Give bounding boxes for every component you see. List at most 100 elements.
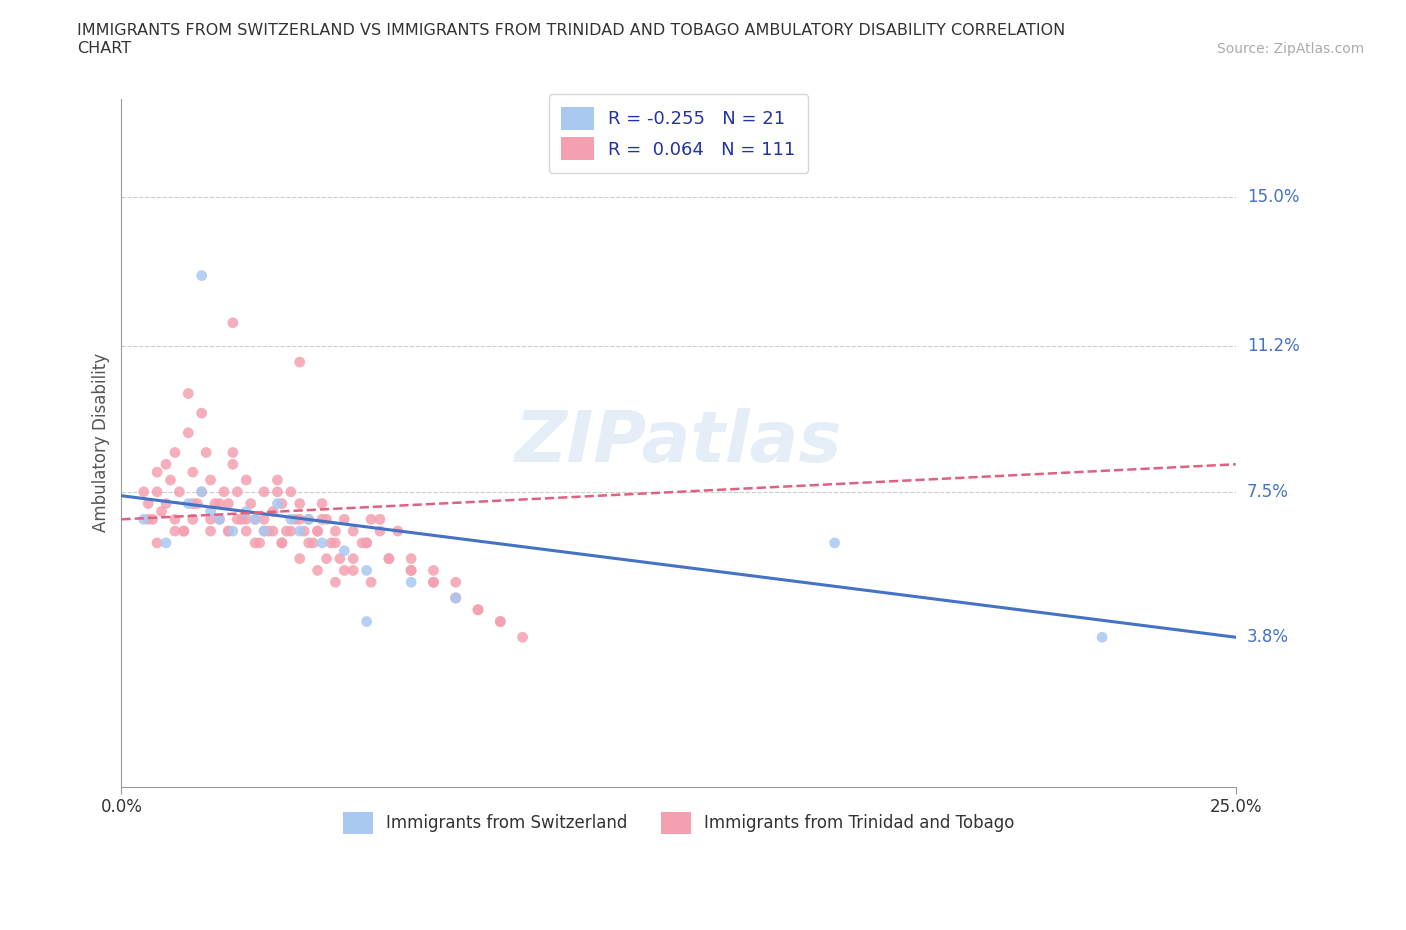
Point — [204, 496, 226, 511]
Point — [155, 457, 177, 472]
Legend: Immigrants from Switzerland, Immigrants from Trinidad and Tobago: Immigrants from Switzerland, Immigrants … — [329, 799, 1028, 847]
Point — [163, 445, 186, 460]
Point — [356, 536, 378, 551]
Point — [222, 457, 245, 472]
Point — [378, 551, 401, 566]
Point — [146, 465, 169, 480]
Point — [333, 563, 356, 578]
Point — [298, 512, 321, 526]
Point — [142, 512, 165, 526]
Point — [288, 551, 311, 566]
Point — [266, 472, 288, 487]
Point — [181, 465, 204, 480]
Point — [280, 485, 302, 499]
Point — [489, 614, 512, 629]
Point — [352, 536, 374, 551]
Point — [200, 524, 222, 538]
Point — [311, 536, 333, 551]
Point — [200, 472, 222, 487]
Point — [368, 512, 391, 526]
Point — [824, 536, 846, 551]
Point — [200, 512, 222, 526]
Point — [422, 575, 444, 590]
Text: 7.5%: 7.5% — [1247, 483, 1289, 500]
Point — [235, 504, 257, 519]
Point — [342, 551, 364, 566]
Point — [155, 536, 177, 551]
Point — [422, 563, 444, 578]
Point — [298, 512, 321, 526]
Point — [235, 524, 257, 538]
Point — [226, 485, 249, 499]
Point — [136, 496, 159, 511]
Point — [368, 524, 391, 538]
Point — [302, 536, 325, 551]
Point — [288, 512, 311, 526]
Point — [342, 524, 364, 538]
Point — [270, 536, 292, 551]
Point — [399, 563, 422, 578]
Point — [280, 524, 302, 538]
Point — [132, 512, 155, 526]
Point — [195, 445, 218, 460]
Point — [444, 591, 467, 605]
Text: Source: ZipAtlas.com: Source: ZipAtlas.com — [1216, 42, 1364, 56]
Point — [399, 575, 422, 590]
Point — [378, 551, 401, 566]
Point — [360, 575, 382, 590]
Point — [190, 485, 212, 499]
Point — [467, 603, 489, 618]
Text: 11.2%: 11.2% — [1247, 338, 1299, 355]
Point — [231, 512, 253, 526]
Text: 3.8%: 3.8% — [1247, 629, 1289, 646]
Point — [288, 496, 311, 511]
Point — [217, 524, 239, 538]
Point — [208, 496, 231, 511]
Point — [136, 512, 159, 526]
Point — [226, 512, 249, 526]
Point — [325, 575, 347, 590]
Point — [243, 512, 266, 526]
Point — [169, 485, 191, 499]
Y-axis label: Ambulatory Disability: Ambulatory Disability — [93, 353, 110, 532]
Point — [159, 472, 181, 487]
Point — [177, 386, 200, 401]
Point — [298, 536, 321, 551]
Point — [212, 485, 235, 499]
Point — [217, 524, 239, 538]
Text: ZIPatlas: ZIPatlas — [515, 408, 842, 477]
Point — [200, 504, 222, 519]
Point — [177, 425, 200, 440]
Point — [356, 563, 378, 578]
Point — [163, 512, 186, 526]
Point — [284, 512, 307, 526]
Point — [360, 512, 382, 526]
Point — [190, 405, 212, 420]
Point — [186, 496, 208, 511]
Point — [399, 563, 422, 578]
Point — [1091, 630, 1114, 644]
Point — [146, 536, 169, 551]
Point — [342, 563, 364, 578]
Point — [288, 354, 311, 369]
Point — [325, 524, 347, 538]
Point — [150, 504, 173, 519]
Point — [266, 496, 288, 511]
Point — [292, 524, 315, 538]
Point — [311, 512, 333, 526]
Point — [243, 536, 266, 551]
Point — [512, 630, 534, 644]
Point — [444, 591, 467, 605]
Point — [489, 614, 512, 629]
Text: IMMIGRANTS FROM SWITZERLAND VS IMMIGRANTS FROM TRINIDAD AND TOBAGO AMBULATORY DI: IMMIGRANTS FROM SWITZERLAND VS IMMIGRANT… — [77, 23, 1066, 56]
Point — [280, 512, 302, 526]
Point — [315, 551, 337, 566]
Point — [132, 485, 155, 499]
Point — [253, 485, 276, 499]
Point — [155, 496, 177, 511]
Point — [444, 591, 467, 605]
Point — [235, 472, 257, 487]
Point — [325, 536, 347, 551]
Point — [399, 551, 422, 566]
Point — [288, 524, 311, 538]
